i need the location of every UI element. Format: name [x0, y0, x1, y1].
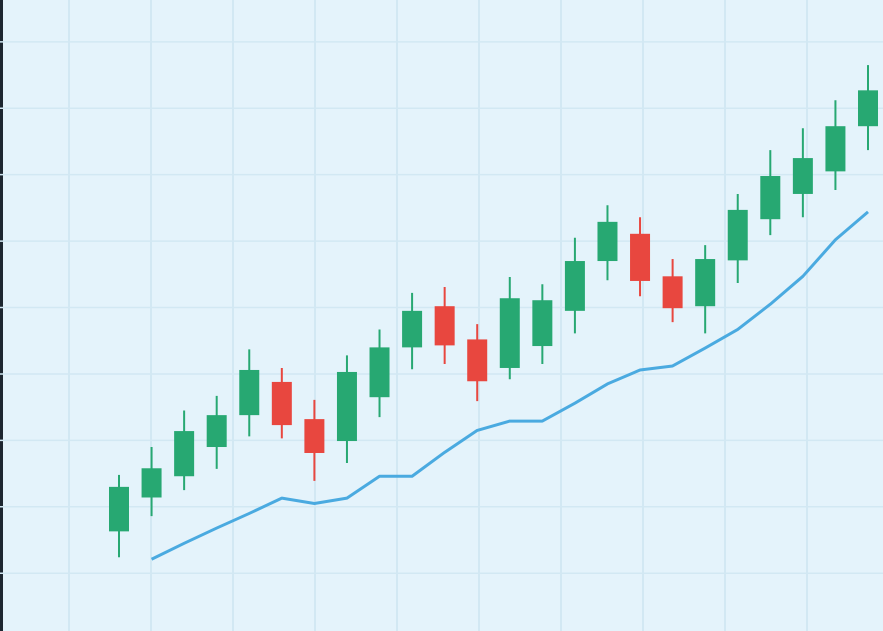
candle-body [402, 310, 423, 348]
candle-body [630, 233, 651, 281]
candle-body [271, 381, 292, 426]
candle-body [174, 431, 195, 477]
candle-body [239, 369, 260, 416]
candle-body [206, 415, 227, 448]
candle-body [727, 209, 748, 261]
candle-body [532, 300, 553, 347]
trend-line [150, 210, 869, 561]
candle-body [858, 90, 878, 127]
candle-body [369, 347, 390, 398]
window-edge [0, 0, 3, 631]
candle-body [434, 306, 455, 346]
candle-body [825, 126, 846, 172]
candle-body [695, 259, 716, 307]
candle-body [792, 158, 813, 194]
candle-body [141, 468, 162, 498]
candle-body [597, 221, 618, 262]
candle-body [336, 371, 357, 442]
candle-body [304, 419, 325, 453]
candle-body [760, 176, 781, 220]
candle-body [109, 486, 129, 532]
candle-body [662, 276, 683, 309]
candle-body [467, 339, 488, 382]
candle-body [499, 298, 520, 368]
candle-body [564, 261, 585, 311]
